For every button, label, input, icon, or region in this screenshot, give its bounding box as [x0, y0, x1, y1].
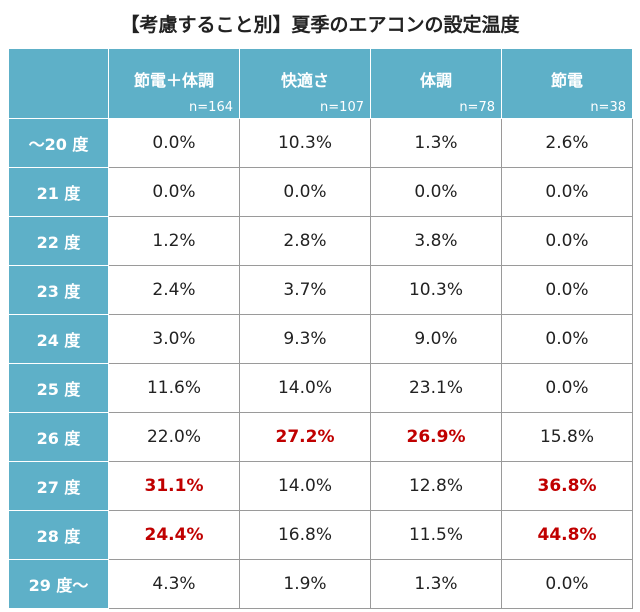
table-cell: 14.0%: [239, 363, 371, 413]
table-cell: 16.8%: [239, 510, 371, 560]
highlighted-cell: 44.8%: [501, 510, 633, 560]
table-cell: 10.3%: [370, 265, 502, 315]
table-cell: 0.0%: [501, 216, 633, 266]
column-header: 節電＋体調 n=164: [108, 48, 240, 119]
table-cell: 11.6%: [108, 363, 240, 413]
table-row: ～20 度 0.0% 10.3% 1.3% 2.6%: [8, 118, 633, 168]
data-table: 節電＋体調 n=164 快適さ n=107 体調 n=78 節電 n=38 ～20 度 0.0%…: [8, 48, 633, 609]
table-cell: 0.0%: [501, 167, 633, 217]
table-cell: 1.3%: [370, 559, 502, 609]
sample-size: n=38: [590, 100, 626, 115]
table-row: 25 度 11.6% 14.0% 23.1% 0.0%: [8, 363, 633, 413]
table-cell: 3.7%: [239, 265, 371, 315]
column-label: 快適さ: [280, 71, 329, 90]
table-cell: 0.0%: [108, 167, 240, 217]
table-body: ～20 度 0.0% 10.3% 1.3% 2.6% 21 度 0.0% 0.0% 0.0% 0.…: [8, 118, 633, 609]
table-cell: 0.0%: [239, 167, 371, 217]
row-header: 22 度: [8, 216, 109, 266]
table-cell: 1.3%: [370, 118, 502, 168]
header-row: 節電＋体調 n=164 快適さ n=107 体調 n=78 節電 n=38: [8, 48, 633, 119]
table-cell: 10.3%: [239, 118, 371, 168]
table-row: 26 度 22.0% 27.2% 26.9% 15.8%: [8, 412, 633, 462]
table-row: 29 度～ 4.3% 1.9% 1.3% 0.0%: [8, 559, 633, 609]
table-cell: 2.6%: [501, 118, 633, 168]
column-header: 節電 n=38: [501, 48, 633, 119]
table-cell: 15.8%: [501, 412, 633, 462]
highlighted-cell: 31.1%: [108, 461, 240, 511]
row-header: 29 度～: [8, 559, 109, 609]
table-row: 22 度 1.2% 2.8% 3.8% 0.0%: [8, 216, 633, 266]
row-header: 23 度: [8, 265, 109, 315]
table-cell: 0.0%: [108, 118, 240, 168]
table-cell: 0.0%: [370, 167, 502, 217]
table-row: 21 度 0.0% 0.0% 0.0% 0.0%: [8, 167, 633, 217]
table-cell: 0.0%: [501, 363, 633, 413]
row-header: 27 度: [8, 461, 109, 511]
column-label: 節電＋体調: [133, 71, 214, 90]
column-header: 体調 n=78: [370, 48, 502, 119]
highlighted-cell: 26.9%: [370, 412, 502, 462]
table-cell: 23.1%: [370, 363, 502, 413]
table-cell: 0.0%: [501, 559, 633, 609]
row-header: 21 度: [8, 167, 109, 217]
row-header: ～20 度: [8, 118, 109, 168]
column-label: 体調: [419, 71, 452, 90]
table-cell: 22.0%: [108, 412, 240, 462]
highlighted-cell: 24.4%: [108, 510, 240, 560]
column-label: 節電: [550, 71, 583, 90]
table-cell: 2.4%: [108, 265, 240, 315]
sample-size: n=78: [459, 100, 495, 115]
highlighted-cell: 27.2%: [239, 412, 371, 462]
corner-cell: [8, 48, 109, 119]
column-header: 快適さ n=107: [239, 48, 371, 119]
table-cell: 0.0%: [501, 314, 633, 364]
sample-size: n=164: [189, 100, 233, 115]
table-cell: 4.3%: [108, 559, 240, 609]
table-cell: 1.9%: [239, 559, 371, 609]
table-row: 24 度 3.0% 9.3% 9.0% 0.0%: [8, 314, 633, 364]
title: 【考慮すること別】夏季のエアコンの設定温度: [120, 14, 520, 36]
row-header: 25 度: [8, 363, 109, 413]
row-header: 24 度: [8, 314, 109, 364]
table-cell: 1.2%: [108, 216, 240, 266]
table-row: 23 度 2.4% 3.7% 10.3% 0.0%: [8, 265, 633, 315]
table-cell: 3.8%: [370, 216, 502, 266]
table-row: 27 度 31.1% 14.0% 12.8% 36.8%: [8, 461, 633, 511]
table-row: 28 度 24.4% 16.8% 11.5% 44.8%: [8, 510, 633, 560]
table-cell: 11.5%: [370, 510, 502, 560]
table-cell: 3.0%: [108, 314, 240, 364]
table-cell: 0.0%: [501, 265, 633, 315]
table-cell: 14.0%: [239, 461, 371, 511]
row-header: 28 度: [8, 510, 109, 560]
table-cell: 9.3%: [239, 314, 371, 364]
table-cell: 12.8%: [370, 461, 502, 511]
row-header: 26 度: [8, 412, 109, 462]
sample-size: n=107: [320, 100, 364, 115]
table-cell: 9.0%: [370, 314, 502, 364]
table-cell: 2.8%: [239, 216, 371, 266]
highlighted-cell: 36.8%: [501, 461, 633, 511]
